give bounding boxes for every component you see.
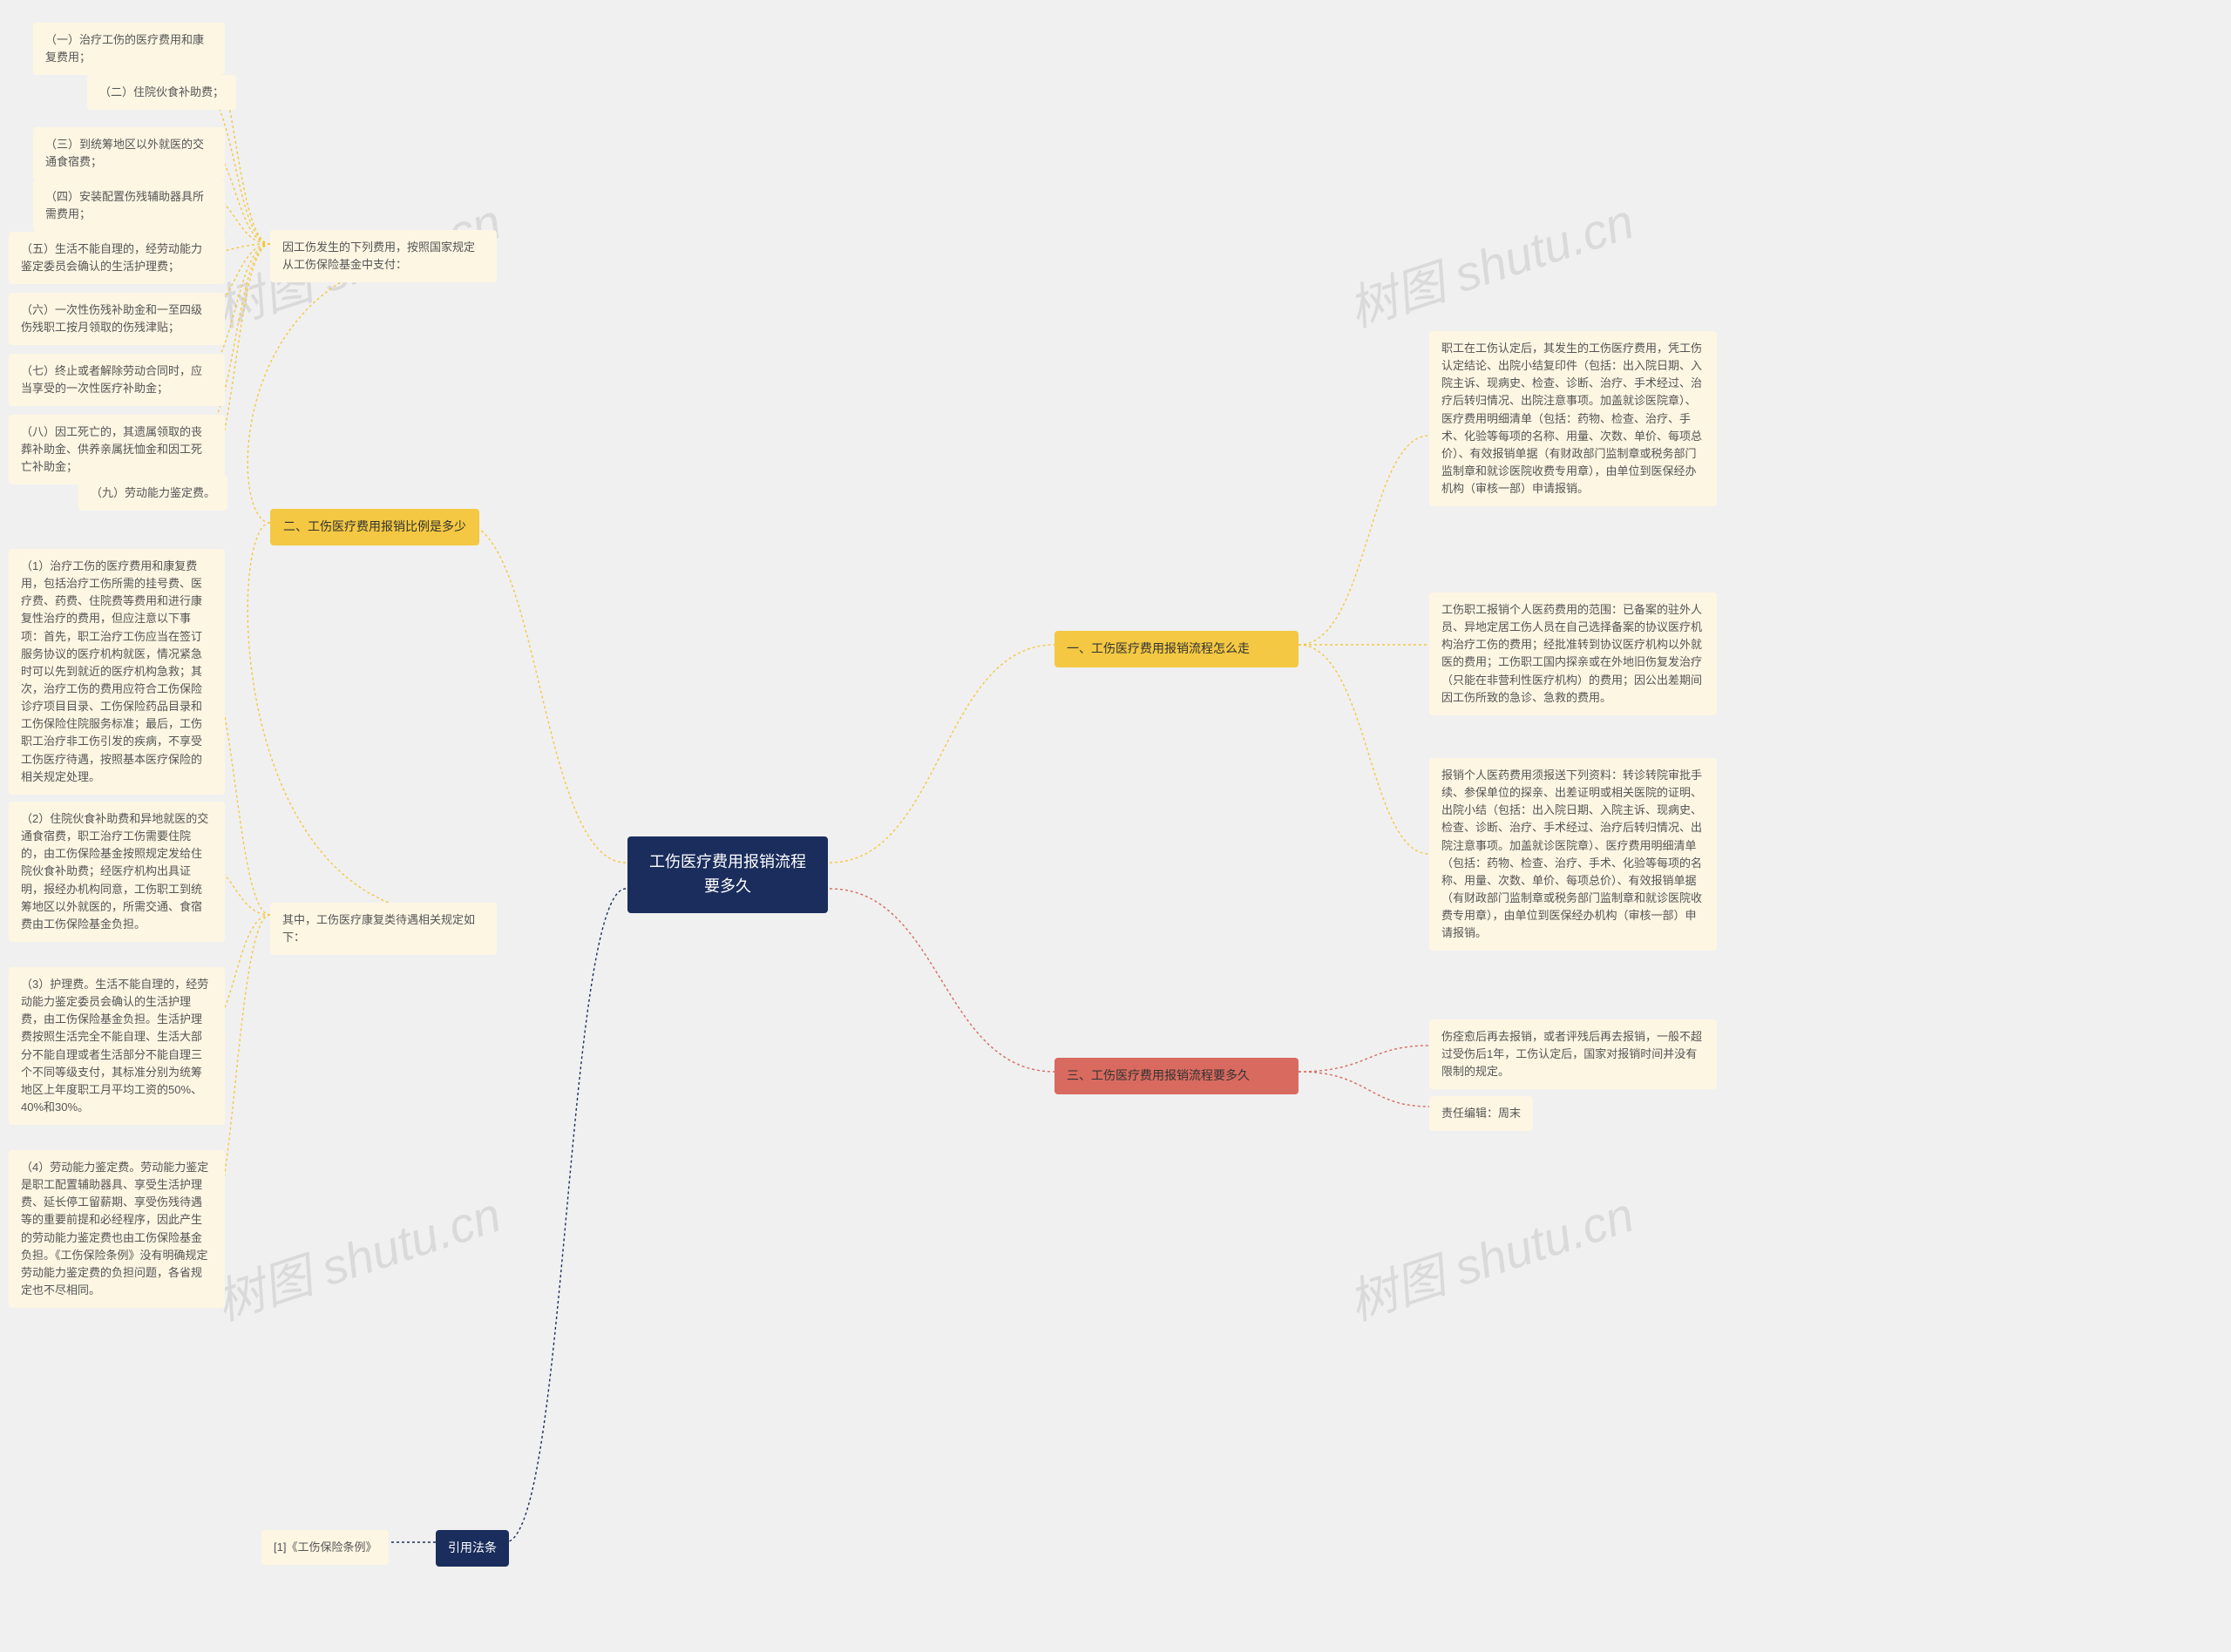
leaf-r1-3: 报销个人医药费用须报送下列资料：转诊转院审批手续、参保单位的探亲、出差证明或相关…: [1429, 758, 1717, 951]
root-node: 工伤医疗费用报销流程要多久: [627, 836, 828, 913]
branch-left-1: 二、工伤医疗费用报销比例是多少: [270, 509, 479, 545]
branch-right-1: 一、工伤医疗费用报销流程怎么走: [1054, 631, 1299, 667]
watermark: 树图 shutu.cn: [1339, 1176, 1642, 1335]
leaf-l2-1: [1]《工伤保险条例》: [261, 1530, 389, 1565]
leaf-l12-1: （1）治疗工伤的医疗费用和康复费用，包括治疗工伤所需的挂号费、医疗费、药费、住院…: [9, 549, 225, 795]
leaf-r2-1: 伤痊愈后再去报销，或者评残后再去报销，一般不超过受伤后1年，工伤认定后，国家对报…: [1429, 1019, 1717, 1089]
leaf-l11-3: （三）到统筹地区以外就医的交通食宿费；: [33, 127, 225, 179]
branch-left-2: 引用法条: [436, 1530, 509, 1567]
leaf-l11-1: （一）治疗工伤的医疗费用和康复费用；: [33, 23, 225, 75]
leaf-l11-9: （九）劳动能力鉴定费。: [78, 476, 227, 511]
leaf-l11-2: （二）住院伙食补助费；: [87, 75, 236, 110]
leaf-r1-2: 工伤职工报销个人医药费用的范围：已备案的驻外人员、异地定居工伤人员在自己选择备案…: [1429, 592, 1717, 715]
leaf-l12-2: （2）住院伙食补助费和异地就医的交通食宿费，职工治疗工伤需要住院的，由工伤保险基…: [9, 802, 225, 942]
leaf-l11-7: （七）终止或者解除劳动合同时，应当享受的一次性医疗补助金；: [9, 354, 225, 406]
watermark: 树图 shutu.cn: [206, 1176, 509, 1335]
watermark: 树图 shutu.cn: [1339, 183, 1642, 342]
leaf-r2-2: 责任编辑：周末: [1429, 1096, 1533, 1131]
sub-left-1-1: 因工伤发生的下列费用，按照国家规定从工伤保险基金中支付：: [270, 230, 497, 282]
leaf-l11-5: （五）生活不能自理的，经劳动能力鉴定委员会确认的生活护理费；: [9, 232, 225, 284]
leaf-l11-4: （四）安装配置伤残辅助器具所需费用；: [33, 179, 225, 232]
sub-left-1-2: 其中，工伤医疗康复类待遇相关规定如下：: [270, 903, 497, 955]
branch-right-2: 三、工伤医疗费用报销流程要多久: [1054, 1058, 1299, 1094]
leaf-l12-4: （4）劳动能力鉴定费。劳动能力鉴定是职工配置辅助器具、享受生活护理费、延长停工留…: [9, 1150, 225, 1308]
leaf-r1-1: 职工在工伤认定后，其发生的工伤医疗费用，凭工伤认定结论、出院小结复印件（包括：出…: [1429, 331, 1717, 506]
leaf-l11-6: （六）一次性伤残补助金和一至四级伤残职工按月领取的伤残津贴；: [9, 293, 225, 345]
leaf-l12-3: （3）护理费。生活不能自理的，经劳动能力鉴定委员会确认的生活护理费，由工伤保险基…: [9, 967, 225, 1125]
leaf-l11-8: （八）因工死亡的，其遗属领取的丧葬补助金、供养亲属抚恤金和因工死亡补助金；: [9, 415, 225, 484]
